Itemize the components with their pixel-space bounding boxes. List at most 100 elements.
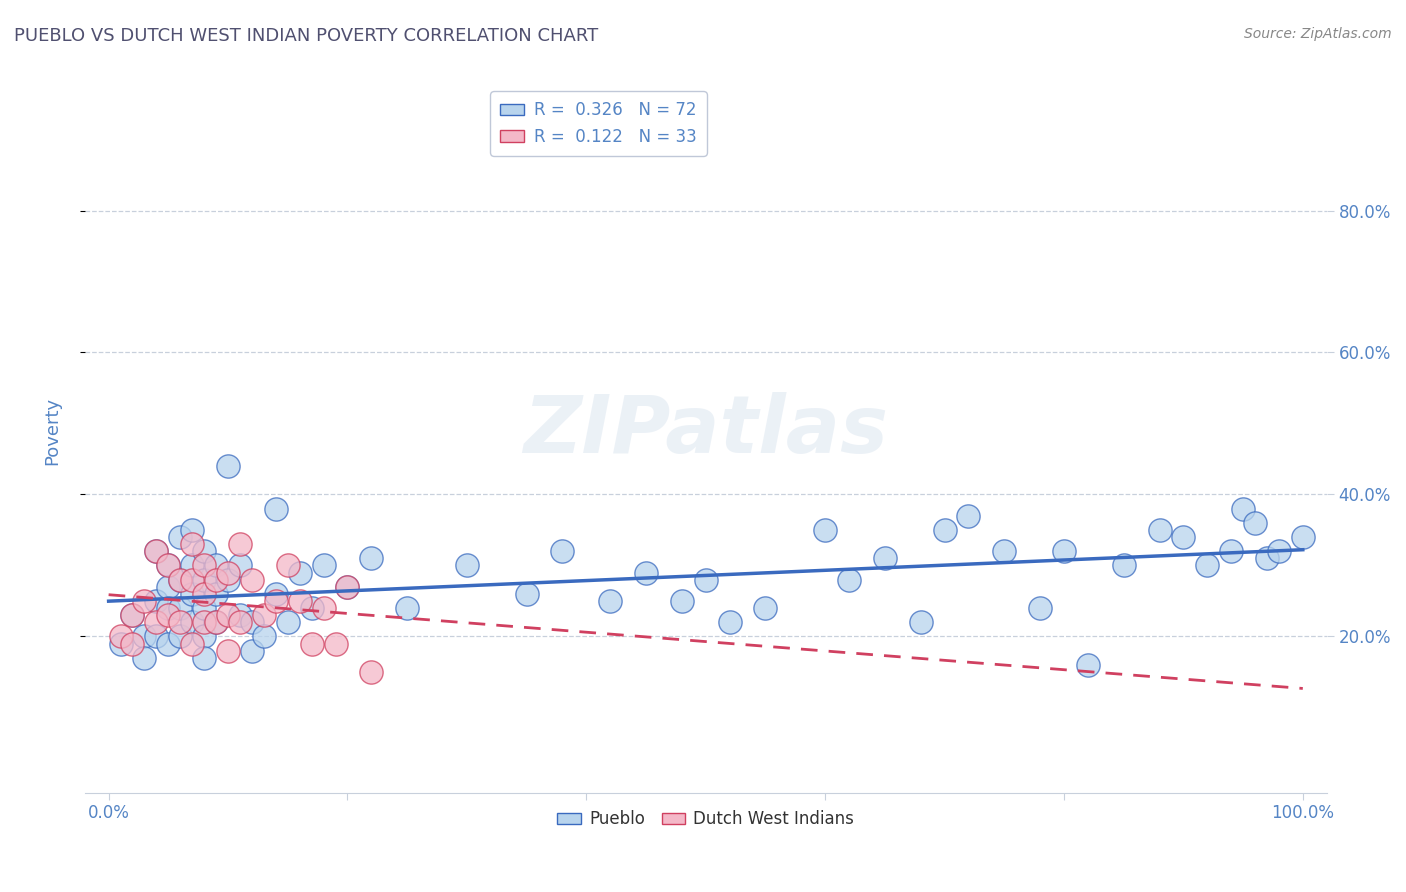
Text: Source: ZipAtlas.com: Source: ZipAtlas.com	[1244, 27, 1392, 41]
Point	[181, 537, 204, 551]
Point	[1244, 516, 1267, 530]
Point	[1292, 530, 1315, 544]
Point	[1149, 523, 1171, 537]
Point	[157, 601, 180, 615]
Point	[121, 636, 143, 650]
Point	[193, 573, 215, 587]
Legend: Pueblo, Dutch West Indians: Pueblo, Dutch West Indians	[551, 804, 860, 835]
Text: ZIPatlas: ZIPatlas	[523, 392, 889, 469]
Point	[301, 601, 323, 615]
Point	[1173, 530, 1195, 544]
Point	[634, 566, 657, 580]
Point	[264, 501, 287, 516]
Point	[754, 601, 776, 615]
Point	[193, 630, 215, 644]
Point	[1053, 544, 1076, 558]
Point	[288, 566, 311, 580]
Point	[217, 643, 239, 657]
Point	[169, 601, 191, 615]
Point	[157, 558, 180, 573]
Point	[551, 544, 574, 558]
Point	[516, 587, 538, 601]
Point	[205, 558, 228, 573]
Point	[360, 551, 382, 566]
Point	[181, 573, 204, 587]
Point	[193, 601, 215, 615]
Point	[1197, 558, 1219, 573]
Point	[456, 558, 478, 573]
Point	[1232, 501, 1254, 516]
Point	[957, 508, 980, 523]
Point	[181, 615, 204, 630]
Point	[240, 615, 263, 630]
Point	[312, 558, 335, 573]
Point	[157, 558, 180, 573]
Point	[134, 594, 156, 608]
Point	[288, 594, 311, 608]
Point	[157, 636, 180, 650]
Point	[1268, 544, 1291, 558]
Point	[169, 615, 191, 630]
Point	[240, 643, 263, 657]
Point	[169, 573, 191, 587]
Point	[277, 615, 299, 630]
Point	[1220, 544, 1243, 558]
Text: PUEBLO VS DUTCH WEST INDIAN POVERTY CORRELATION CHART: PUEBLO VS DUTCH WEST INDIAN POVERTY CORR…	[14, 27, 599, 45]
Point	[145, 615, 167, 630]
Point	[157, 608, 180, 623]
Point	[1112, 558, 1135, 573]
Point	[336, 580, 359, 594]
Point	[873, 551, 896, 566]
Point	[253, 608, 276, 623]
Point	[229, 558, 252, 573]
Point	[169, 573, 191, 587]
Point	[169, 630, 191, 644]
Point	[181, 523, 204, 537]
Point	[240, 573, 263, 587]
Point	[145, 544, 167, 558]
Point	[910, 615, 932, 630]
Point	[301, 636, 323, 650]
Point	[205, 615, 228, 630]
Point	[1029, 601, 1052, 615]
Point	[217, 459, 239, 474]
Point	[695, 573, 717, 587]
Point	[360, 665, 382, 679]
Point	[134, 630, 156, 644]
Point	[193, 558, 215, 573]
Point	[993, 544, 1015, 558]
Point	[121, 608, 143, 623]
Point	[1256, 551, 1278, 566]
Point	[718, 615, 741, 630]
Point	[121, 608, 143, 623]
Point	[193, 544, 215, 558]
Point	[217, 566, 239, 580]
Point	[312, 601, 335, 615]
Point	[253, 630, 276, 644]
Point	[157, 580, 180, 594]
Point	[193, 615, 215, 630]
Point	[205, 587, 228, 601]
Point	[264, 594, 287, 608]
Point	[193, 587, 215, 601]
Point	[264, 587, 287, 601]
Point	[217, 608, 239, 623]
Point	[217, 573, 239, 587]
Y-axis label: Poverty: Poverty	[44, 397, 60, 465]
Point	[181, 558, 204, 573]
Point	[134, 650, 156, 665]
Point	[934, 523, 956, 537]
Point	[110, 630, 132, 644]
Point	[229, 615, 252, 630]
Point	[145, 594, 167, 608]
Point	[1077, 657, 1099, 672]
Point	[205, 615, 228, 630]
Point	[181, 587, 204, 601]
Point	[145, 630, 167, 644]
Point	[229, 537, 252, 551]
Point	[336, 580, 359, 594]
Point	[229, 608, 252, 623]
Point	[396, 601, 419, 615]
Point	[838, 573, 860, 587]
Point	[169, 530, 191, 544]
